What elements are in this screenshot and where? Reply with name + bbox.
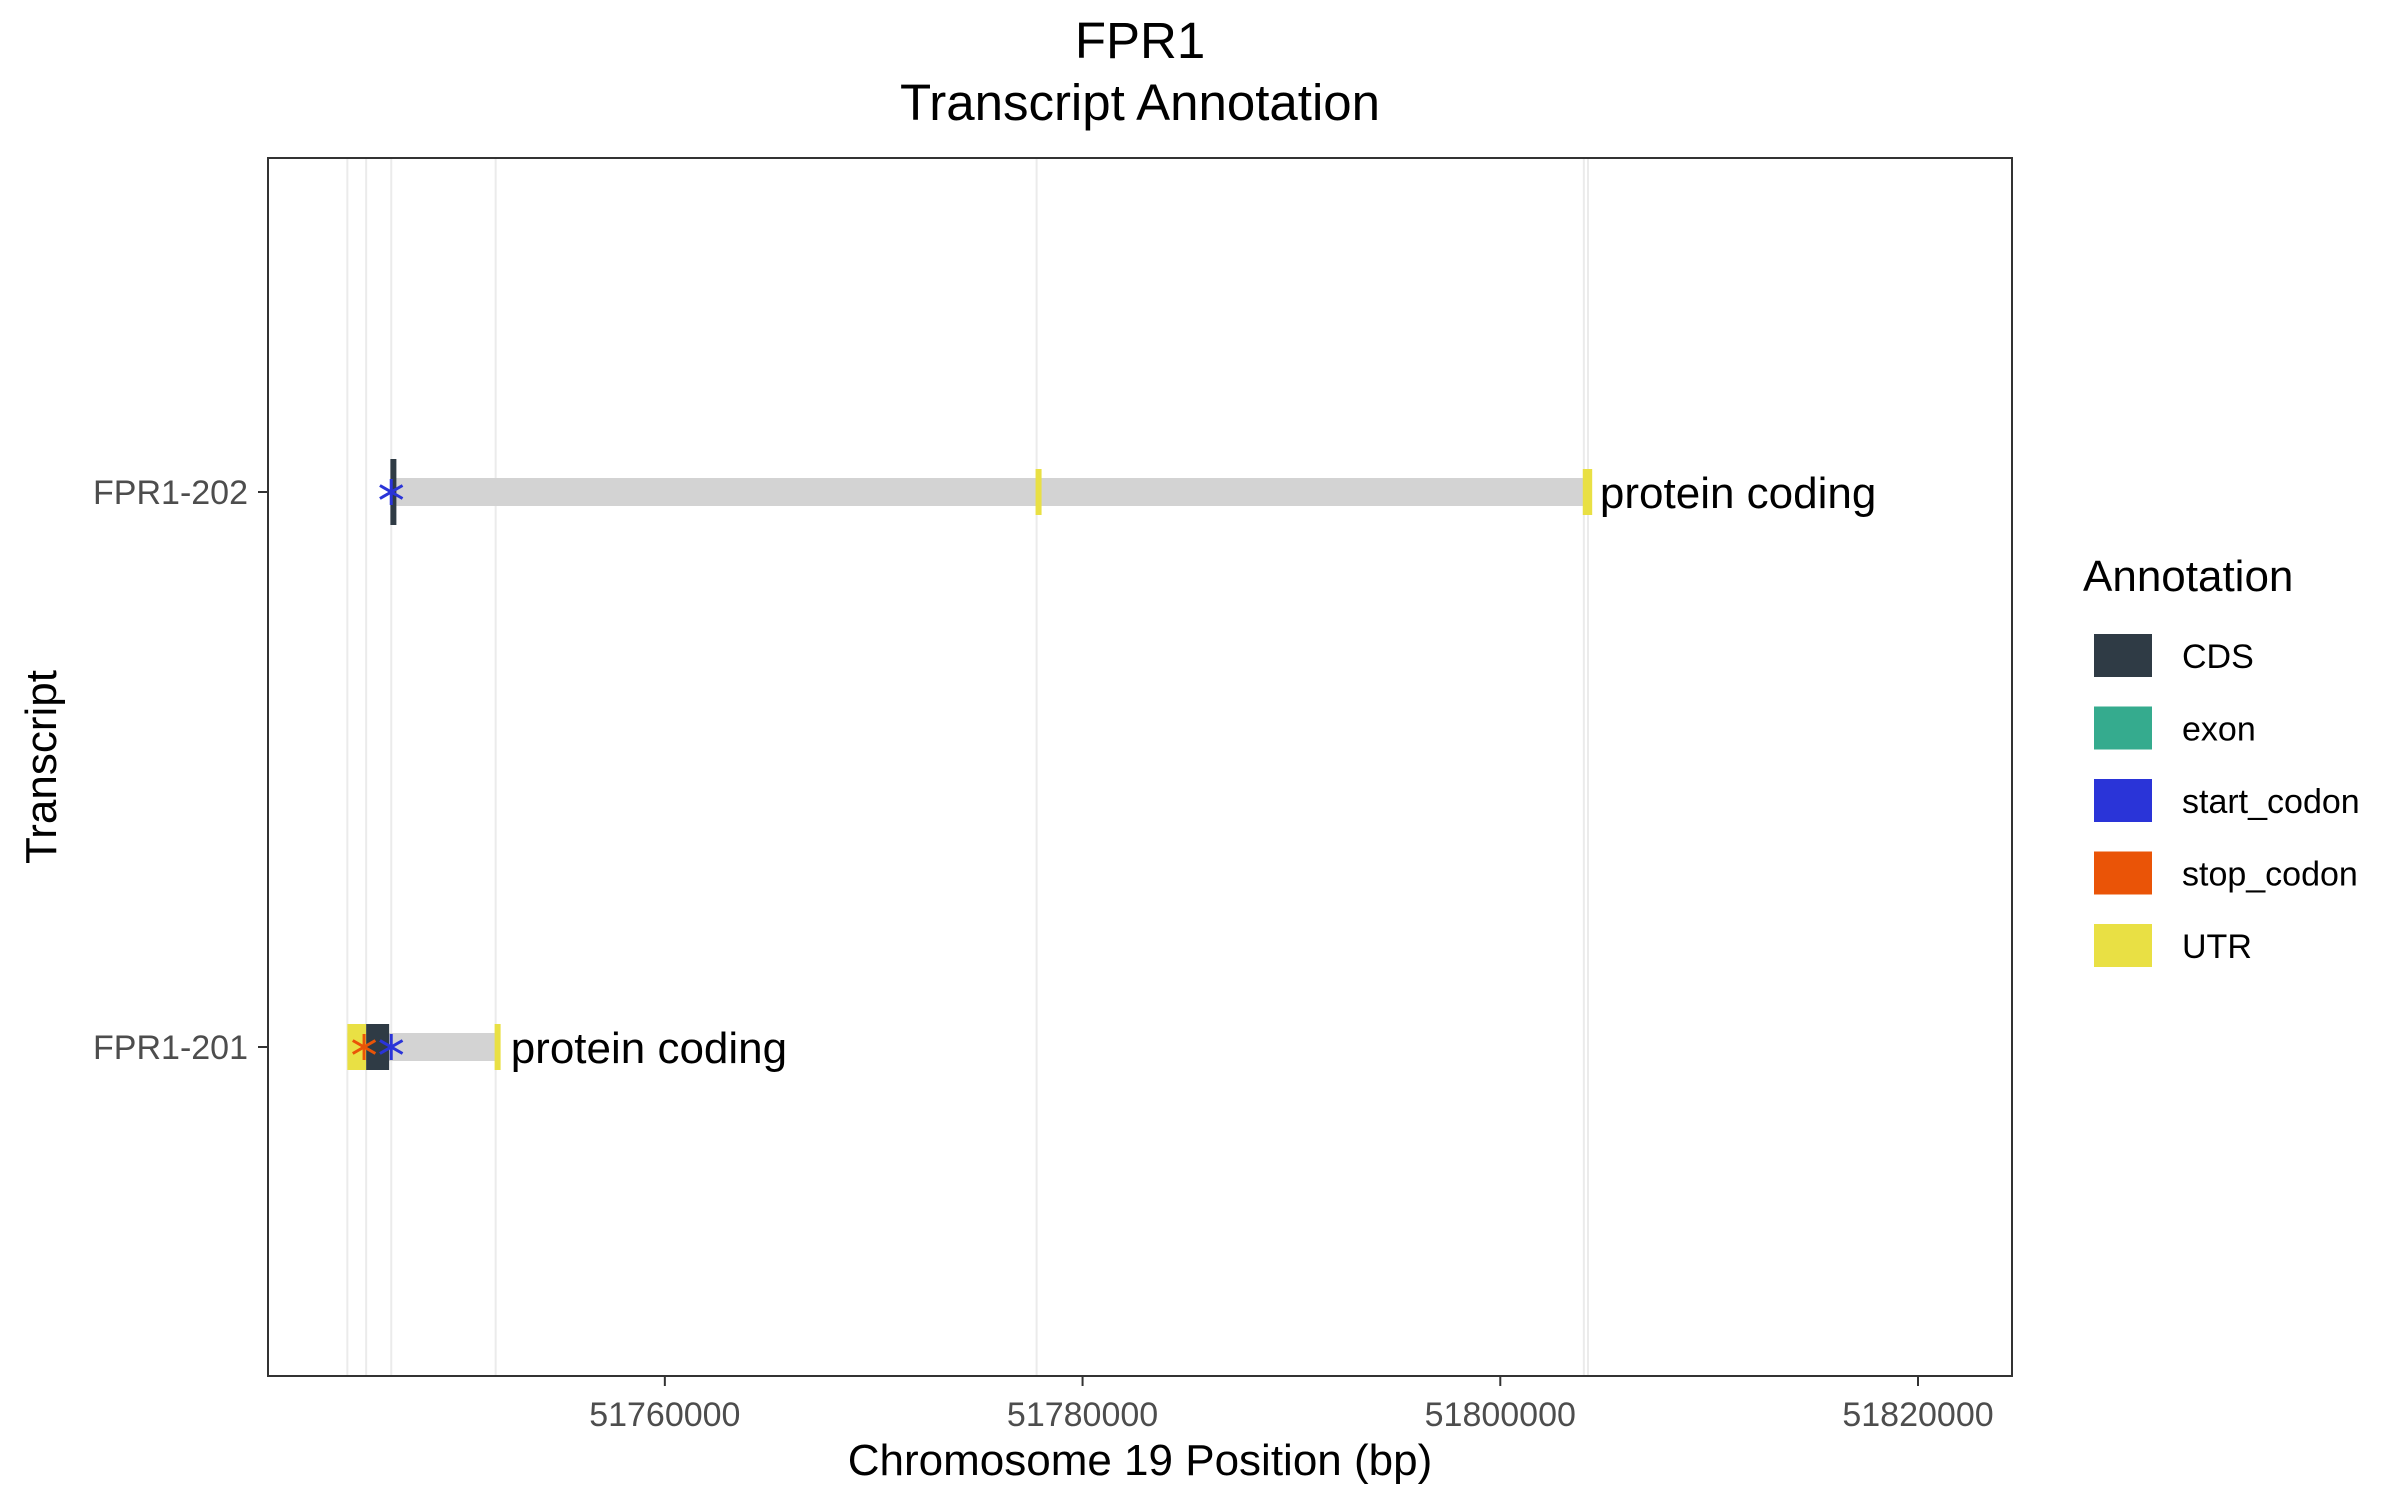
chart-subtitle: Transcript Annotation <box>900 74 1380 131</box>
legend-label: UTR <box>2182 928 2252 966</box>
feature-utr-0 <box>347 1024 367 1070</box>
legend-item-CDS: CDS <box>2094 634 2254 677</box>
y-tick-label-FPR1-202: FPR1-202 <box>93 474 248 512</box>
stop-codon-marker <box>352 1034 377 1060</box>
transcript-FPR1-202: protein coding <box>379 459 1876 525</box>
transcript-FPR1-201: protein coding <box>347 1024 787 1073</box>
feature-utr-1 <box>1035 469 1042 515</box>
legend-swatch <box>2094 706 2152 750</box>
legend-swatch <box>2094 634 2152 677</box>
y-axis-title: Transcript <box>17 670 66 864</box>
x-tick-label-1: 51780000 <box>1007 1396 1158 1434</box>
y-tick-label-FPR1-201: FPR1-201 <box>93 1029 248 1067</box>
biotype-label-FPR1-201: protein coding <box>511 1024 787 1073</box>
legend-swatch <box>2094 779 2152 822</box>
legend: Annotation CDS exon start_codon stop_codon U… <box>2083 552 2360 967</box>
start-codon-marker <box>379 479 404 505</box>
x-tick-label-2: 51800000 <box>1425 1396 1576 1434</box>
y-axis: FPR1-202 FPR1-201 <box>93 474 268 1067</box>
x-tick-label-0: 51760000 <box>589 1396 740 1434</box>
feature-cds-1 <box>366 1024 390 1070</box>
x-tick-label-3: 51820000 <box>1842 1396 1993 1434</box>
legend-label: start_codon <box>2182 783 2360 821</box>
grid-lines <box>346 158 1590 1376</box>
legend-item-exon: exon <box>2094 706 2256 750</box>
legend-item-stop-codon: stop_codon <box>2094 851 2358 895</box>
asterisk-stroke-2 <box>352 1039 377 1055</box>
legend-swatch <box>2094 924 2152 967</box>
feature-utr-2 <box>494 1024 501 1070</box>
asterisk-stroke-2 <box>379 484 404 500</box>
x-axis-title: Chromosome 19 Position (bp) <box>848 1436 1432 1485</box>
asterisk-stroke-2 <box>379 1039 404 1055</box>
x-axis: 51760000 51780000 51800000 51820000 <box>589 1376 1994 1434</box>
legend-label: stop_codon <box>2182 856 2358 894</box>
plot-panel-border <box>267 157 2013 1377</box>
start-codon-marker <box>379 1034 404 1060</box>
legend-item-UTR: UTR <box>2094 924 2252 967</box>
biotype-label-FPR1-202: protein coding <box>1600 469 1876 518</box>
chart-title: FPR1 <box>1075 12 1205 69</box>
feature-utr-2 <box>1582 469 1593 515</box>
legend-label: exon <box>2182 711 2256 749</box>
legend-swatch <box>2094 851 2152 895</box>
legend-item-start-codon: start_codon <box>2094 779 2360 822</box>
transcript-features: protein coding protein coding <box>347 459 1876 1073</box>
legend-label: CDS <box>2182 638 2254 676</box>
transcript-backbone <box>391 478 1586 506</box>
legend-title: Annotation <box>2083 552 2293 601</box>
